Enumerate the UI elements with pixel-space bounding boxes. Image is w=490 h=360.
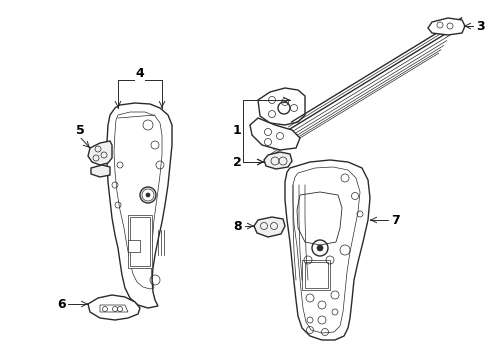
Circle shape: [146, 193, 150, 197]
Polygon shape: [91, 165, 110, 177]
Text: 6: 6: [58, 297, 66, 310]
Polygon shape: [128, 240, 140, 252]
Polygon shape: [250, 118, 300, 150]
Circle shape: [317, 245, 323, 251]
Text: 2: 2: [233, 156, 242, 168]
Polygon shape: [107, 103, 172, 308]
Polygon shape: [128, 215, 152, 268]
Polygon shape: [254, 217, 285, 237]
Polygon shape: [285, 160, 370, 340]
Text: 4: 4: [136, 67, 145, 80]
Text: 3: 3: [476, 19, 484, 32]
Polygon shape: [88, 141, 112, 165]
Text: 1: 1: [233, 123, 242, 136]
Text: 8: 8: [234, 220, 243, 233]
Polygon shape: [264, 152, 292, 169]
Text: 7: 7: [391, 213, 399, 226]
Text: 5: 5: [75, 123, 84, 136]
Polygon shape: [428, 18, 465, 35]
Polygon shape: [88, 295, 140, 320]
Polygon shape: [258, 88, 305, 125]
